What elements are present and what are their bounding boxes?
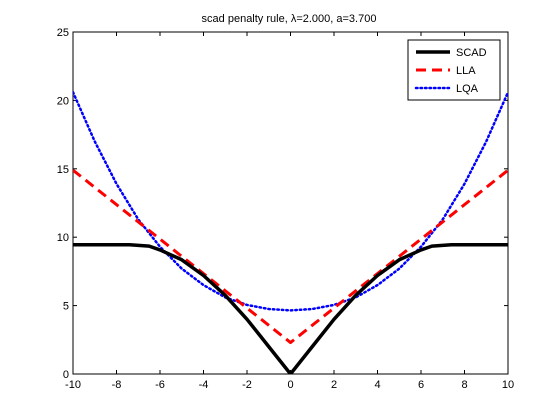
y-tick-label: 20: [57, 95, 69, 107]
x-tick-label: -8: [112, 379, 122, 391]
x-tick-label: -2: [242, 379, 252, 391]
series-line-lla: [73, 168, 508, 345]
y-tick-label: 0: [63, 369, 69, 381]
y-tick-label: 25: [57, 27, 69, 39]
x-tick-label: 8: [461, 379, 467, 391]
series-line-scad: [73, 242, 508, 374]
series-line-lqa: [73, 90, 508, 312]
x-tick-label: 2: [331, 379, 337, 391]
y-tick-label: 15: [57, 164, 69, 176]
x-tick-label: -6: [155, 379, 165, 391]
series-lines: [73, 90, 508, 374]
y-tick-label: 10: [57, 232, 69, 244]
x-tick-label: 6: [418, 379, 424, 391]
x-tick-label: 10: [502, 379, 514, 391]
chart-title: scad penalty rule, λ=2.000, a=3.700: [202, 13, 377, 25]
x-tick-label: 4: [374, 379, 380, 391]
legend-label: LLA: [456, 65, 476, 77]
x-tick-label: -10: [65, 379, 81, 391]
x-tick-label: -4: [199, 379, 209, 391]
y-tick-label: 5: [63, 301, 69, 313]
x-tick-label: 0: [287, 379, 293, 391]
legend-label: SCAD: [456, 47, 487, 59]
legend: SCAD LLA LQA: [407, 39, 501, 101]
plot-area: -10 -8 -6 -4 -2 0 2 4 6 8 10 0 5 10 15 20 25 SCAD LLA LQA: [57, 27, 514, 391]
legend-label: LQA: [456, 83, 479, 95]
